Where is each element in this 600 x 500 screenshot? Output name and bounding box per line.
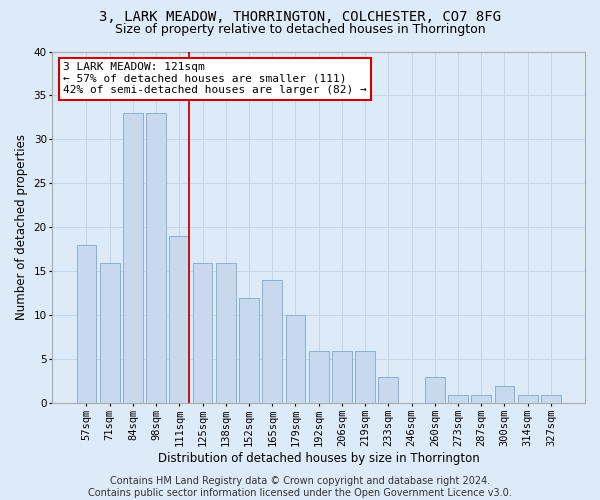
Bar xyxy=(77,245,97,404)
Y-axis label: Number of detached properties: Number of detached properties xyxy=(15,134,28,320)
Text: Contains HM Land Registry data © Crown copyright and database right 2024.
Contai: Contains HM Land Registry data © Crown c… xyxy=(88,476,512,498)
Bar xyxy=(472,394,491,404)
Bar xyxy=(239,298,259,404)
X-axis label: Distribution of detached houses by size in Thorrington: Distribution of detached houses by size … xyxy=(158,452,479,465)
Bar xyxy=(262,280,282,404)
Bar xyxy=(425,377,445,404)
Bar xyxy=(286,316,305,404)
Bar xyxy=(355,350,375,404)
Text: 3, LARK MEADOW, THORRINGTON, COLCHESTER, CO7 8FG: 3, LARK MEADOW, THORRINGTON, COLCHESTER,… xyxy=(99,10,501,24)
Bar xyxy=(309,350,329,404)
Bar xyxy=(123,113,143,404)
Bar xyxy=(494,386,514,404)
Text: 3 LARK MEADOW: 121sqm
← 57% of detached houses are smaller (111)
42% of semi-det: 3 LARK MEADOW: 121sqm ← 57% of detached … xyxy=(63,62,367,96)
Text: Size of property relative to detached houses in Thorrington: Size of property relative to detached ho… xyxy=(115,22,485,36)
Bar xyxy=(169,236,189,404)
Bar xyxy=(146,113,166,404)
Bar xyxy=(448,394,468,404)
Bar xyxy=(541,394,561,404)
Bar xyxy=(518,394,538,404)
Bar xyxy=(193,262,212,404)
Bar xyxy=(216,262,236,404)
Bar xyxy=(379,377,398,404)
Bar xyxy=(100,262,119,404)
Bar xyxy=(332,350,352,404)
